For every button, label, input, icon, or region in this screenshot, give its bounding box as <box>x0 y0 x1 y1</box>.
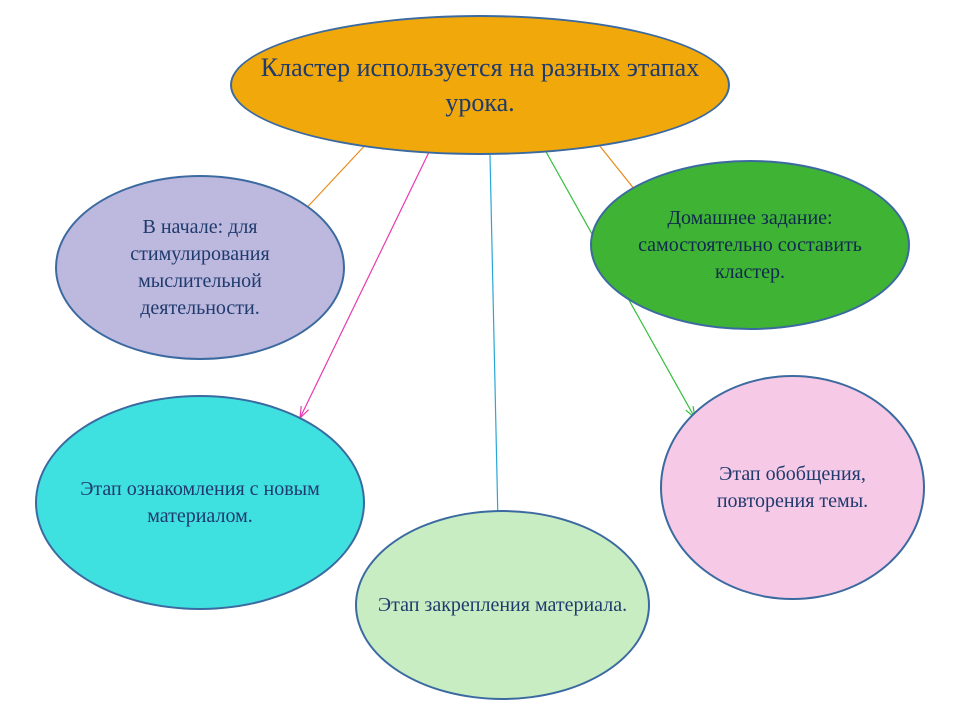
diagram-canvas: Кластер используется на разных этапах ур… <box>0 0 960 720</box>
node-start-label: В начале: для стимулирования мыслительно… <box>77 214 323 322</box>
node-new-material-label: Этап ознакомления с новым материалом. <box>57 476 343 530</box>
node-homework: Домашнее задание: самостоятельно состави… <box>590 160 910 330</box>
node-new-material: Этап ознакомления с новым материалом. <box>35 395 365 610</box>
node-summary-label: Этап обобщения, повторения темы. <box>682 461 903 515</box>
node-start: В начале: для стимулирования мыслительно… <box>55 175 345 360</box>
node-consolidation-label: Этап закрепления материала. <box>378 592 627 619</box>
node-root-label: Кластер используется на разных этапах ур… <box>252 50 708 120</box>
node-summary: Этап обобщения, повторения темы. <box>660 375 925 600</box>
node-root: Кластер используется на разных этапах ур… <box>230 15 730 155</box>
node-homework-label: Домашнее задание: самостоятельно состави… <box>612 205 888 286</box>
node-consolidation: Этап закрепления материала. <box>355 510 650 700</box>
